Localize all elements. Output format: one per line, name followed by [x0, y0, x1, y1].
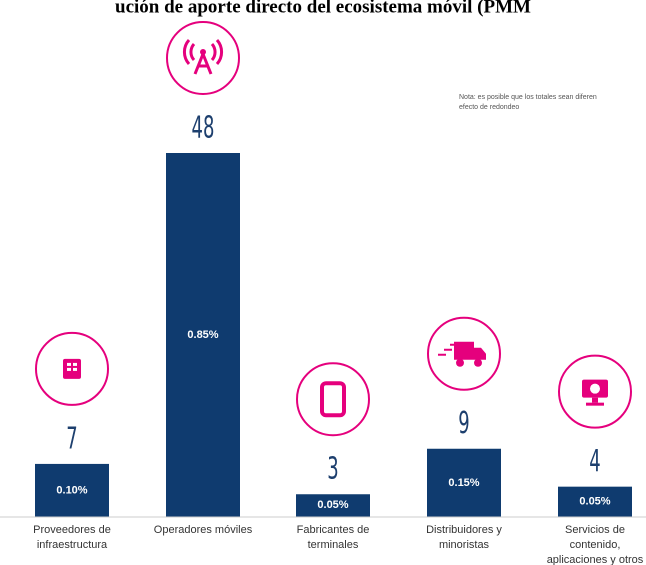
value-label: 4 [589, 443, 600, 478]
x-tick-label: Servicios de [565, 524, 625, 536]
icon-shape [73, 362, 77, 366]
icon-shape [456, 358, 464, 367]
icon [427, 316, 501, 391]
icon-shape [67, 362, 71, 366]
share-label: 0.05% [579, 496, 610, 508]
icon-shape [200, 49, 206, 55]
icon [166, 21, 240, 95]
chart-title: ución de aporte directo del ecosistema m… [115, 0, 531, 17]
icon-shape [590, 383, 600, 394]
icon-shape [454, 341, 474, 360]
icon [296, 362, 370, 437]
bar [35, 463, 109, 517]
icon-shape [438, 353, 446, 356]
x-tick-label: Operadores móviles [154, 524, 253, 536]
icon-shape [320, 381, 346, 418]
bar [296, 494, 370, 517]
x-tick-label: terminales [308, 539, 359, 551]
icon-ring [296, 362, 370, 437]
note: Nota: es posible que los totales sean di… [459, 94, 597, 101]
share-label: 0.15% [448, 477, 479, 489]
bar [558, 486, 632, 517]
x-tick-label: Proveedores de [33, 524, 111, 536]
value-label: 7 [66, 421, 77, 456]
share-label: 0.10% [56, 484, 87, 496]
icon [558, 354, 632, 429]
icon-shape [444, 348, 452, 351]
x-tick-label: Distribuidores y [426, 524, 502, 536]
share-label: 0.05% [317, 499, 348, 511]
value-label: 3 [327, 451, 338, 486]
x-tick-label: aplicaciones y otros [547, 554, 644, 565]
icon-shape [63, 358, 81, 379]
note: efecto de redondeo [459, 104, 519, 111]
value-label: 48 [192, 110, 215, 145]
x-tick-label: Fabricantes de [297, 524, 370, 536]
bar [427, 448, 501, 517]
icon-shape [474, 358, 482, 367]
icon-shape [450, 343, 458, 346]
icon-shape [182, 39, 224, 75]
share-label: 0.85% [187, 329, 218, 341]
icon-shape [592, 397, 598, 403]
x-tick-label: minoristas [439, 539, 490, 551]
icon-shape [73, 367, 77, 371]
value-label: 9 [458, 405, 469, 440]
x-tick-label: infraestructura [37, 539, 108, 551]
bar [166, 153, 240, 517]
icon [35, 331, 109, 406]
icon-shape [67, 367, 71, 371]
icon-shape [474, 347, 486, 360]
x-tick-label: contenido, [570, 539, 621, 551]
icon-shape [586, 402, 604, 406]
